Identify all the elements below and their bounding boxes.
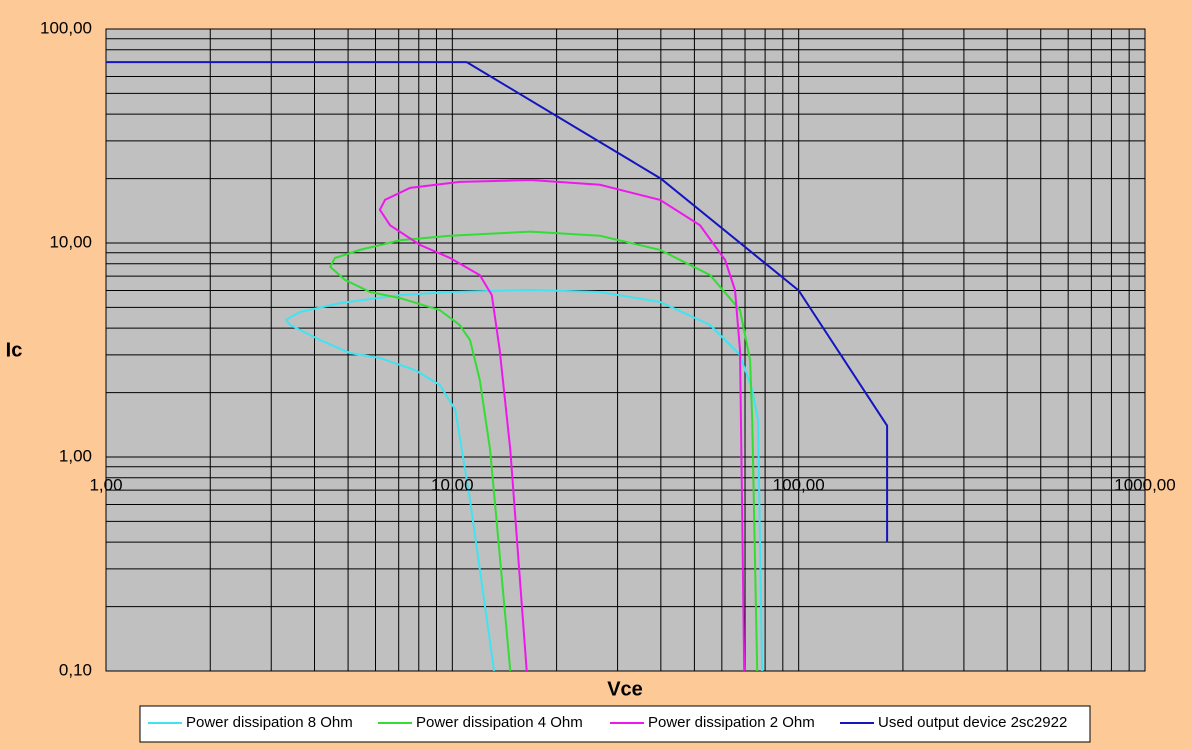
legend-label: Power dissipation 4 Ohm [416,714,583,731]
data-line [106,61,889,543]
x-tick-label: 1,00 [89,475,122,494]
legend-label: Used output device 2sc2922 [878,714,1067,731]
y-axis-title: Ic [6,339,23,361]
x-tick-label: 1000,00 [1114,475,1175,494]
y-tick-label: 0,10 [59,660,92,679]
lines [106,61,889,672]
x-tick-label: 100,00 [773,475,825,494]
data-line [284,288,764,672]
y-tick-label: 10,00 [49,232,92,251]
y-tick-label: 1,00 [59,446,92,465]
tick-labels: 0,10 1,00 10,00 100,00 1,00 10,00 100,00 1000,0… [40,18,1176,679]
grid [105,28,1146,672]
data-line [378,178,746,672]
data-line [328,230,759,672]
legend-label: Power dissipation 2 Ohm [648,714,815,731]
plot-area [105,28,1146,672]
legend-label: Power dissipation 8 Ohm [186,714,353,731]
x-tick-label: 10,00 [431,475,474,494]
y-tick-label: 100,00 [40,18,92,37]
x-axis-title: Vce [607,678,643,700]
legend: Power dissipation 8 Ohm Power dissipation… [148,714,1067,731]
